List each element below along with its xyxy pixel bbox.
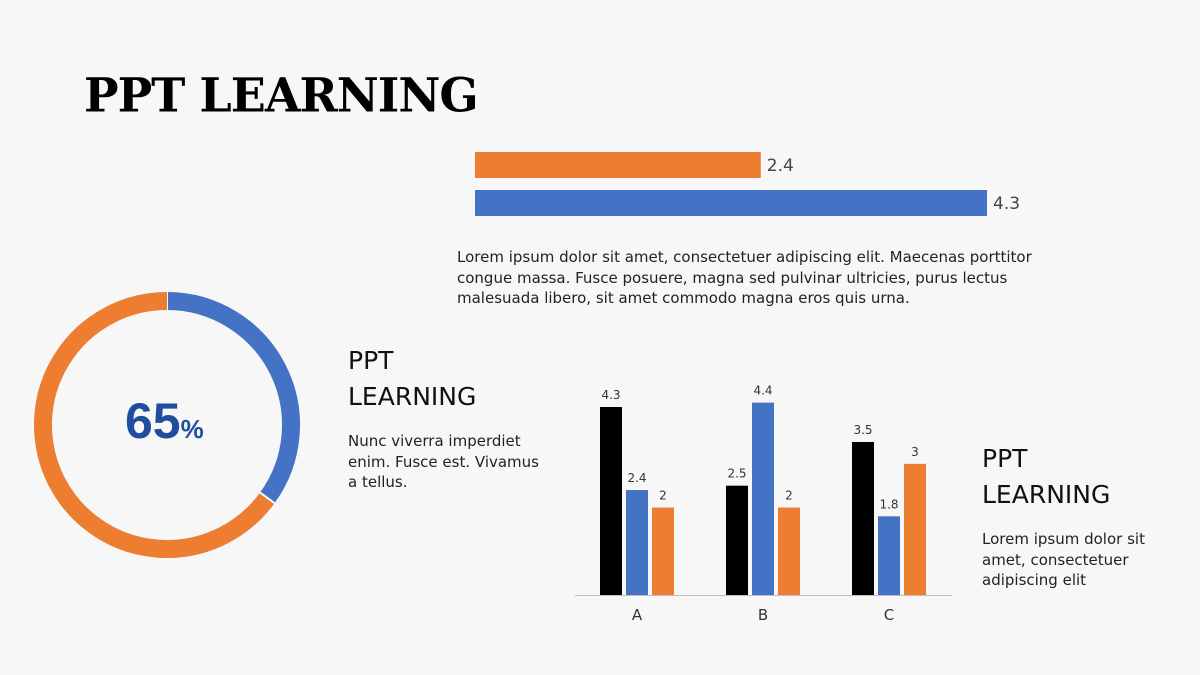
column-bar xyxy=(726,485,748,595)
x-tick-label: B xyxy=(758,606,768,624)
column-bar xyxy=(878,516,900,595)
top-paragraph: Lorem ipsum dolor sit amet, consectetuer… xyxy=(457,248,1032,307)
column-bar xyxy=(752,402,774,595)
column-data-label: 4.4 xyxy=(753,384,772,398)
column-data-label: 2 xyxy=(659,489,667,503)
column-bar xyxy=(600,407,622,595)
donut-slice xyxy=(166,292,300,504)
middle-heading: PPT LEARNING xyxy=(348,346,477,411)
column-data-label: 3 xyxy=(911,445,919,459)
right-text: Lorem ipsum dolor sit amet, consectetuer… xyxy=(982,530,1145,589)
hbar-label: 2.4 xyxy=(767,156,794,176)
donut-value: 65 xyxy=(125,393,181,449)
column-data-label: 1.8 xyxy=(879,497,898,511)
x-tick-label: A xyxy=(632,606,643,624)
column-bar xyxy=(904,463,926,595)
right-heading: PPT LEARNING xyxy=(982,444,1111,509)
donut-unit: % xyxy=(180,414,204,444)
hbar xyxy=(475,152,761,178)
donut-separator xyxy=(259,491,276,504)
column-data-label: 2 xyxy=(785,489,793,503)
page-title: PPT LEARNING xyxy=(84,67,479,123)
column-data-label: 3.5 xyxy=(853,423,872,437)
middle-text: Nunc viverra imperdiet enim. Fusce est. … xyxy=(348,432,539,491)
column-data-label: 4.3 xyxy=(601,388,620,402)
column-bar xyxy=(778,507,800,595)
column-data-label: 2.5 xyxy=(727,467,746,481)
hbar xyxy=(475,190,987,216)
column-bar xyxy=(652,507,674,595)
column-data-label: 2.4 xyxy=(627,471,646,485)
hbar-label: 4.3 xyxy=(993,194,1020,214)
donut-slice xyxy=(34,292,275,558)
column-bar xyxy=(626,490,648,595)
column-bar xyxy=(852,441,874,595)
donut-center-label: 65% xyxy=(125,392,204,450)
x-tick-label: C xyxy=(884,606,894,624)
